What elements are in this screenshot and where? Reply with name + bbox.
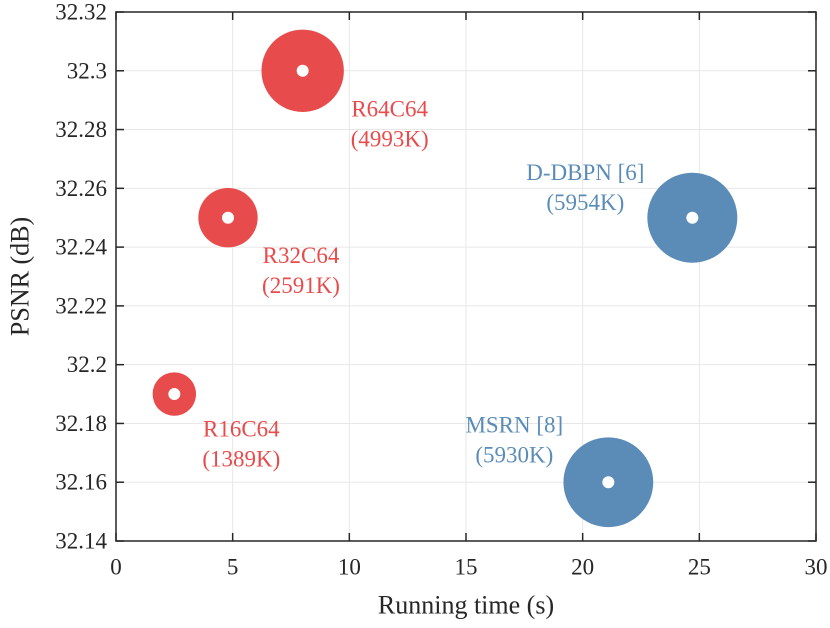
y-tick-label-32.22: 32.22 — [55, 293, 107, 318]
y-tick-label-32.26: 32.26 — [55, 176, 107, 201]
x-tick-label-15: 15 — [455, 555, 478, 580]
x-tick-label-10: 10 — [338, 555, 361, 580]
bubble-label-name: D-DBPN [6] — [526, 160, 644, 185]
bubble-center-dot — [686, 211, 699, 224]
x-tick-label-30: 30 — [805, 555, 828, 580]
y-tick-label-32.28: 32.28 — [55, 117, 107, 142]
bubble-label-name: MSRN [8] — [465, 413, 563, 438]
y-tick-label-32.14: 32.14 — [55, 529, 107, 554]
bubble-center-dot — [222, 211, 234, 224]
y-tick-label-32.32: 32.32 — [55, 0, 107, 25]
bubble-label-params: (5930K) — [475, 443, 553, 468]
x-tick-label-20: 20 — [571, 555, 594, 580]
bubble-label-params: (1389K) — [202, 447, 280, 472]
bubble-center-dot — [168, 388, 181, 401]
y-tick-label-32.2: 32.2 — [67, 352, 107, 377]
bubble-label-name: R16C64 — [203, 417, 280, 442]
bubble-label-name: R64C64 — [351, 96, 428, 121]
x-tick-label-0: 0 — [110, 555, 122, 580]
y-axis-label: PSNR (dB) — [6, 217, 35, 336]
y-tick-label-32.18: 32.18 — [55, 411, 107, 436]
x-axis-label: Running time (s) — [378, 591, 554, 620]
x-tick-label-5: 5 — [227, 555, 239, 580]
bubble-label-name: R32C64 — [263, 243, 340, 268]
bubble-center-dot — [602, 476, 615, 489]
x-tick-label-25: 25 — [688, 555, 711, 580]
y-tick-label-32.16: 32.16 — [55, 470, 107, 495]
bubble-center-dot — [296, 64, 309, 77]
bubble-label-params: (4993K) — [351, 126, 429, 151]
y-tick-label-32.3: 32.3 — [67, 58, 107, 83]
bubble-label-params: (2591K) — [262, 273, 340, 298]
bubble-label-params: (5954K) — [546, 190, 624, 215]
y-tick-label-32.24: 32.24 — [55, 235, 107, 260]
